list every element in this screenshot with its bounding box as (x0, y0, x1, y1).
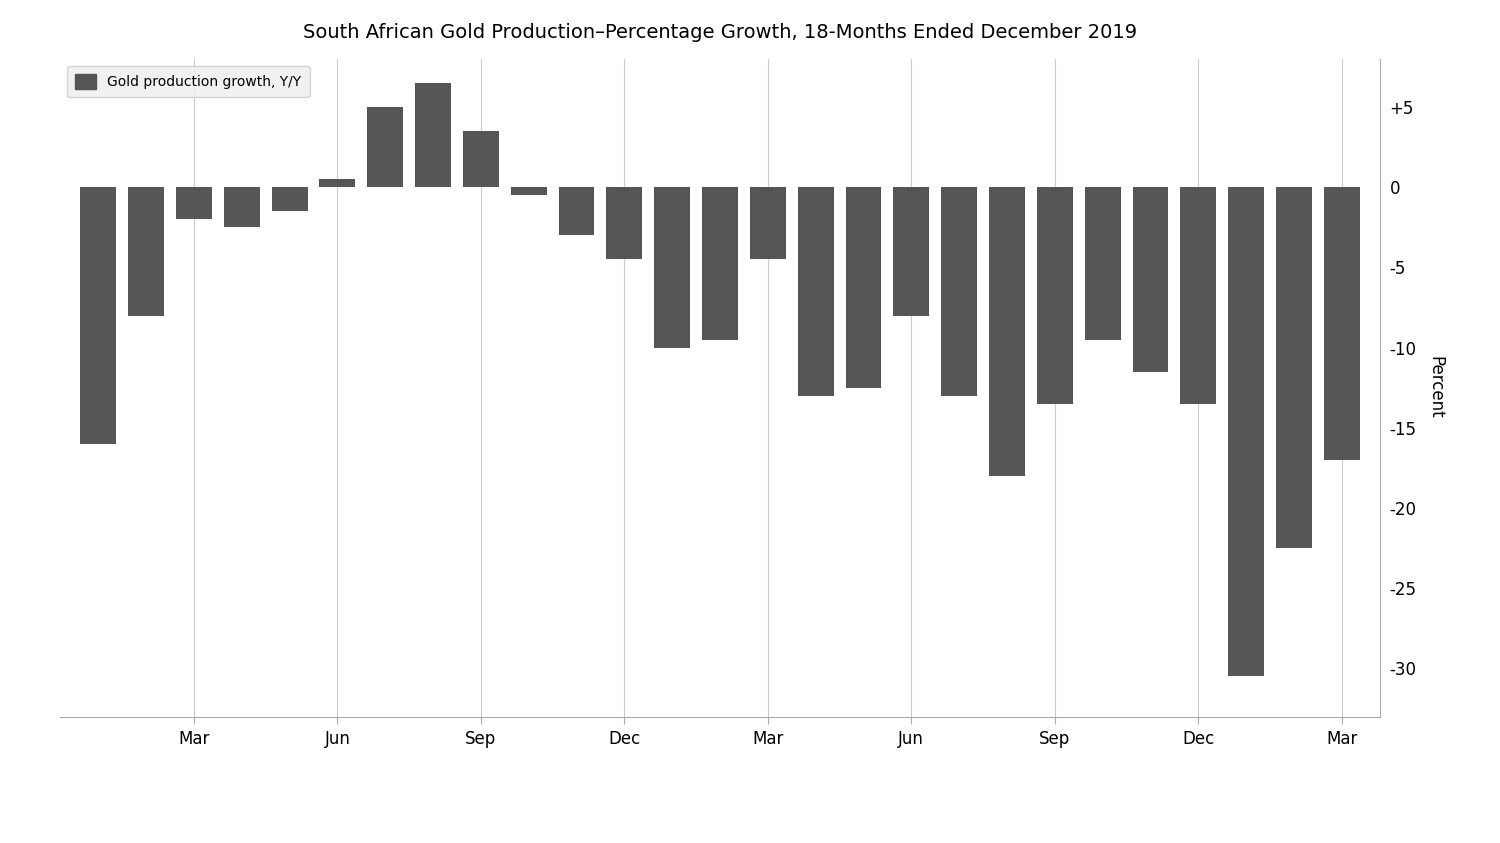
Bar (1276, 187, 1312, 548)
Bar (654, 187, 690, 347)
Bar (702, 187, 738, 340)
Bar (320, 180, 356, 187)
Bar (368, 107, 404, 187)
Bar (1036, 187, 1072, 404)
Bar (1324, 187, 1359, 460)
Bar (464, 132, 500, 187)
Bar (128, 187, 164, 315)
Bar (894, 187, 928, 315)
Bar (1132, 187, 1168, 372)
Bar (750, 187, 786, 260)
Bar (224, 187, 260, 228)
Bar (798, 187, 834, 396)
Bar (416, 83, 452, 187)
Title: South African Gold Production–Percentage Growth, 18-Months Ended December 2019: South African Gold Production–Percentage… (303, 23, 1137, 42)
Legend: Gold production growth, Y/Y: Gold production growth, Y/Y (68, 66, 309, 98)
Bar (846, 187, 882, 388)
Bar (606, 187, 642, 260)
Bar (1180, 187, 1216, 404)
Bar (81, 187, 116, 444)
Bar (988, 187, 1024, 476)
Bar (512, 187, 546, 196)
Bar (1228, 187, 1264, 676)
Y-axis label: Percent: Percent (1426, 357, 1444, 419)
Bar (176, 187, 211, 219)
Bar (558, 187, 594, 235)
Bar (940, 187, 976, 396)
Bar (1084, 187, 1120, 340)
Bar (272, 187, 308, 212)
